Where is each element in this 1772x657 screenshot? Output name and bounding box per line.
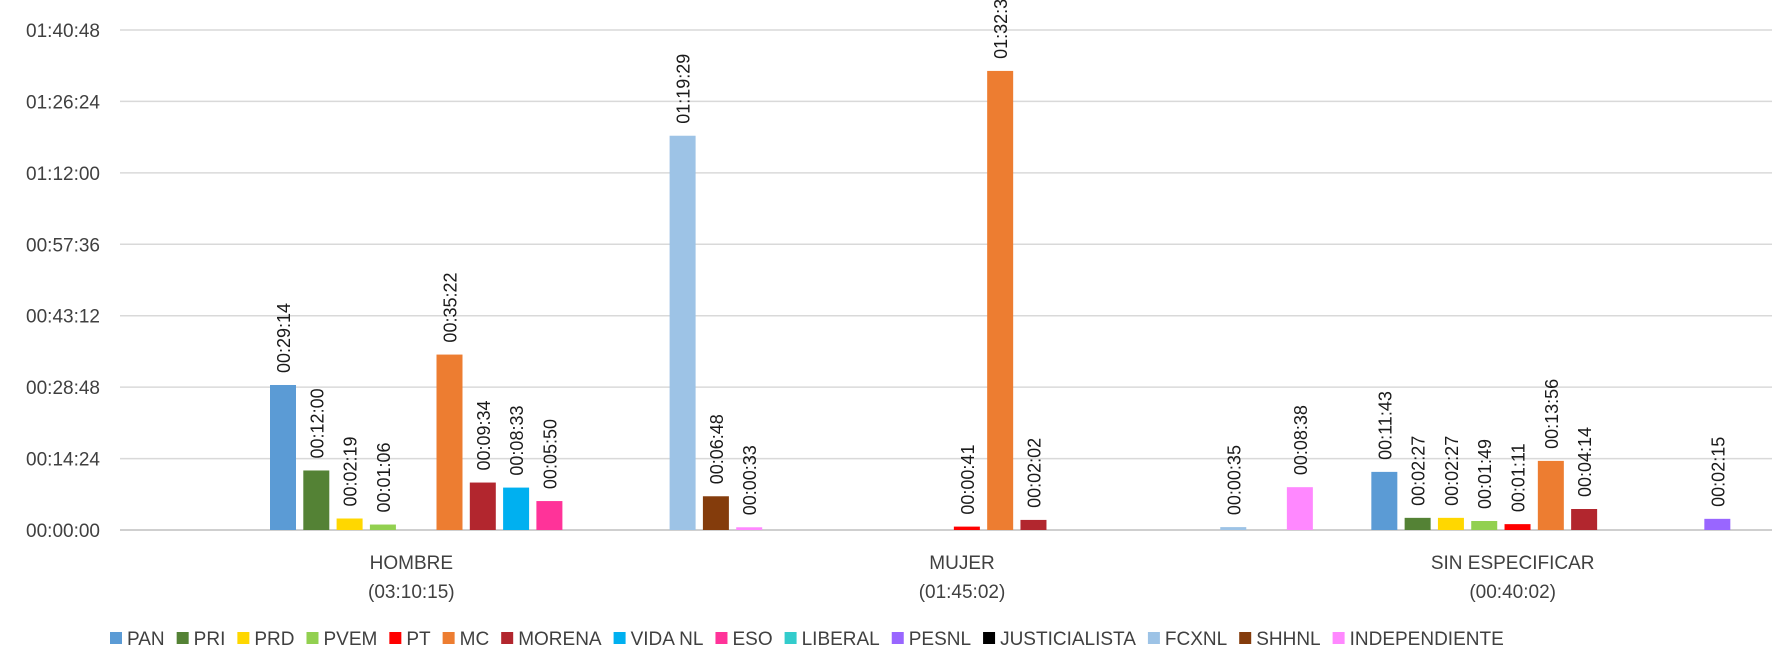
data-label: 00:12:00 xyxy=(307,388,327,458)
bar-mc xyxy=(987,70,1014,531)
category-total: (03:10:15) xyxy=(368,582,455,603)
data-label: 00:00:41 xyxy=(958,445,978,515)
legend-swatch xyxy=(442,632,455,644)
data-label: 00:01:11 xyxy=(1509,443,1529,512)
legend-swatch xyxy=(891,632,904,644)
bar-morena xyxy=(469,482,496,530)
category-total: (01:45:02) xyxy=(919,582,1006,603)
y-tick-label: 00:00:00 xyxy=(26,521,100,542)
data-label: 00:09:34 xyxy=(474,400,494,470)
category-label: HOMBRE xyxy=(370,553,453,574)
legend-swatch xyxy=(306,632,319,644)
data-label: 00:13:56 xyxy=(1542,379,1562,449)
data-label: 00:00:35 xyxy=(1224,445,1244,515)
y-tick-label: 01:40:48 xyxy=(26,21,100,42)
bar-pan xyxy=(270,384,296,530)
y-tick-label: 01:12:00 xyxy=(26,164,100,185)
data-label: 01:19:29 xyxy=(674,54,694,124)
legend-swatch xyxy=(501,632,514,644)
bar-mc xyxy=(1537,460,1564,530)
bar-shhnl xyxy=(702,496,729,530)
data-label: 00:02:19 xyxy=(341,436,361,506)
data-label: 00:08:33 xyxy=(507,406,527,476)
y-axis-ticks: 00:00:00 00:14:24 00:28:48 00:43:12 00:57:36… xyxy=(26,21,100,542)
legend-item: SHHNL xyxy=(1256,629,1320,650)
y-tick-label: 00:28:48 xyxy=(26,378,100,399)
data-label: 00:04:14 xyxy=(1575,427,1595,497)
legend-item: ESO xyxy=(732,629,772,650)
bar-mc xyxy=(436,354,463,530)
legend-item: LIBERAL xyxy=(802,629,880,650)
legend-swatch xyxy=(110,632,122,644)
legend: PAN PRI PRD PVEM PT MC MORENA VIDA NL ESO LIBERAL… xyxy=(110,629,1504,650)
data-label: 00:01:49 xyxy=(1475,439,1495,509)
data-label: 00:29:14 xyxy=(274,303,294,373)
gridlines xyxy=(120,29,1772,531)
bar-fcxnl xyxy=(669,135,696,530)
bar-pesnl xyxy=(1704,518,1731,530)
legend-item: MC xyxy=(460,629,490,650)
bar-fcxnl xyxy=(1220,527,1247,530)
legend-item: PT xyxy=(406,629,431,650)
x-axis-categories: HOMBRE (03:10:15) MUJER (01:45:02) SIN ESPEC… xyxy=(368,553,1594,603)
bar-pri xyxy=(1404,517,1431,530)
bar-morena xyxy=(1020,519,1047,530)
bar-prd xyxy=(336,518,363,530)
bar-pvem xyxy=(1471,520,1498,530)
legend-swatch xyxy=(389,632,402,644)
bar-pt xyxy=(1504,524,1531,530)
legend-swatch xyxy=(613,632,626,644)
category-label: MUJER xyxy=(929,553,994,574)
bar-pt xyxy=(953,526,980,530)
legend-item: PRD xyxy=(254,629,294,650)
bar-vida-nl xyxy=(503,487,530,530)
legend-swatch xyxy=(715,632,728,644)
category-total: (00:40:02) xyxy=(1469,582,1556,603)
category-label: SIN ESPECIFICAR xyxy=(1431,553,1595,574)
legend-item: PAN xyxy=(127,629,165,650)
data-label: 00:35:22 xyxy=(441,272,461,342)
y-tick-label: 00:43:12 xyxy=(26,307,100,328)
data-label: 00:01:06 xyxy=(374,442,394,512)
data-label: 00:02:15 xyxy=(1708,437,1728,507)
legend-swatch xyxy=(1239,632,1252,644)
legend-item: VIDA NL xyxy=(631,629,704,650)
legend-swatch xyxy=(1147,632,1160,644)
bar-pan xyxy=(1371,471,1398,530)
bar-independiente xyxy=(1286,487,1313,530)
data-label: 00:02:27 xyxy=(1409,436,1429,506)
legend-item: PVEM xyxy=(323,629,377,650)
data-label: 00:02:02 xyxy=(1024,438,1044,508)
data-label: 01:32:33 xyxy=(991,0,1011,59)
data-label: 00:05:50 xyxy=(540,419,560,489)
bar-pvem xyxy=(369,524,396,530)
data-label: 00:11:43 xyxy=(1375,391,1395,460)
bar-pri xyxy=(303,470,330,530)
data-label: 00:00:33 xyxy=(740,445,760,515)
legend-swatch xyxy=(784,632,797,644)
legend-swatch xyxy=(983,632,996,644)
data-labels: 00:29:14 00:12:00 00:02:19 00:01:06 00:35:22… xyxy=(274,0,1728,515)
legend-item: FCXNL xyxy=(1165,629,1227,650)
y-tick-label: 00:14:24 xyxy=(26,450,100,471)
legend-item: JUSTICIALISTA xyxy=(1000,629,1136,650)
bars xyxy=(270,70,1731,531)
data-label: 00:06:48 xyxy=(707,414,727,484)
legend-item: MORENA xyxy=(518,629,602,650)
legend-swatch xyxy=(237,632,250,644)
bar-prd xyxy=(1437,517,1464,530)
bar-eso xyxy=(536,501,563,530)
legend-item: PRI xyxy=(194,629,226,650)
data-label: 00:08:38 xyxy=(1291,405,1311,475)
y-tick-label: 01:26:24 xyxy=(26,92,100,113)
legend-item: PESNL xyxy=(909,629,971,650)
legend-swatch xyxy=(176,632,189,644)
data-label: 00:02:27 xyxy=(1442,436,1462,506)
y-tick-label: 00:57:36 xyxy=(26,235,100,256)
bar-independiente xyxy=(736,527,763,530)
bar-morena xyxy=(1571,509,1598,530)
legend-swatch xyxy=(1332,632,1345,644)
legend-item: INDEPENDIENTE xyxy=(1350,629,1504,650)
